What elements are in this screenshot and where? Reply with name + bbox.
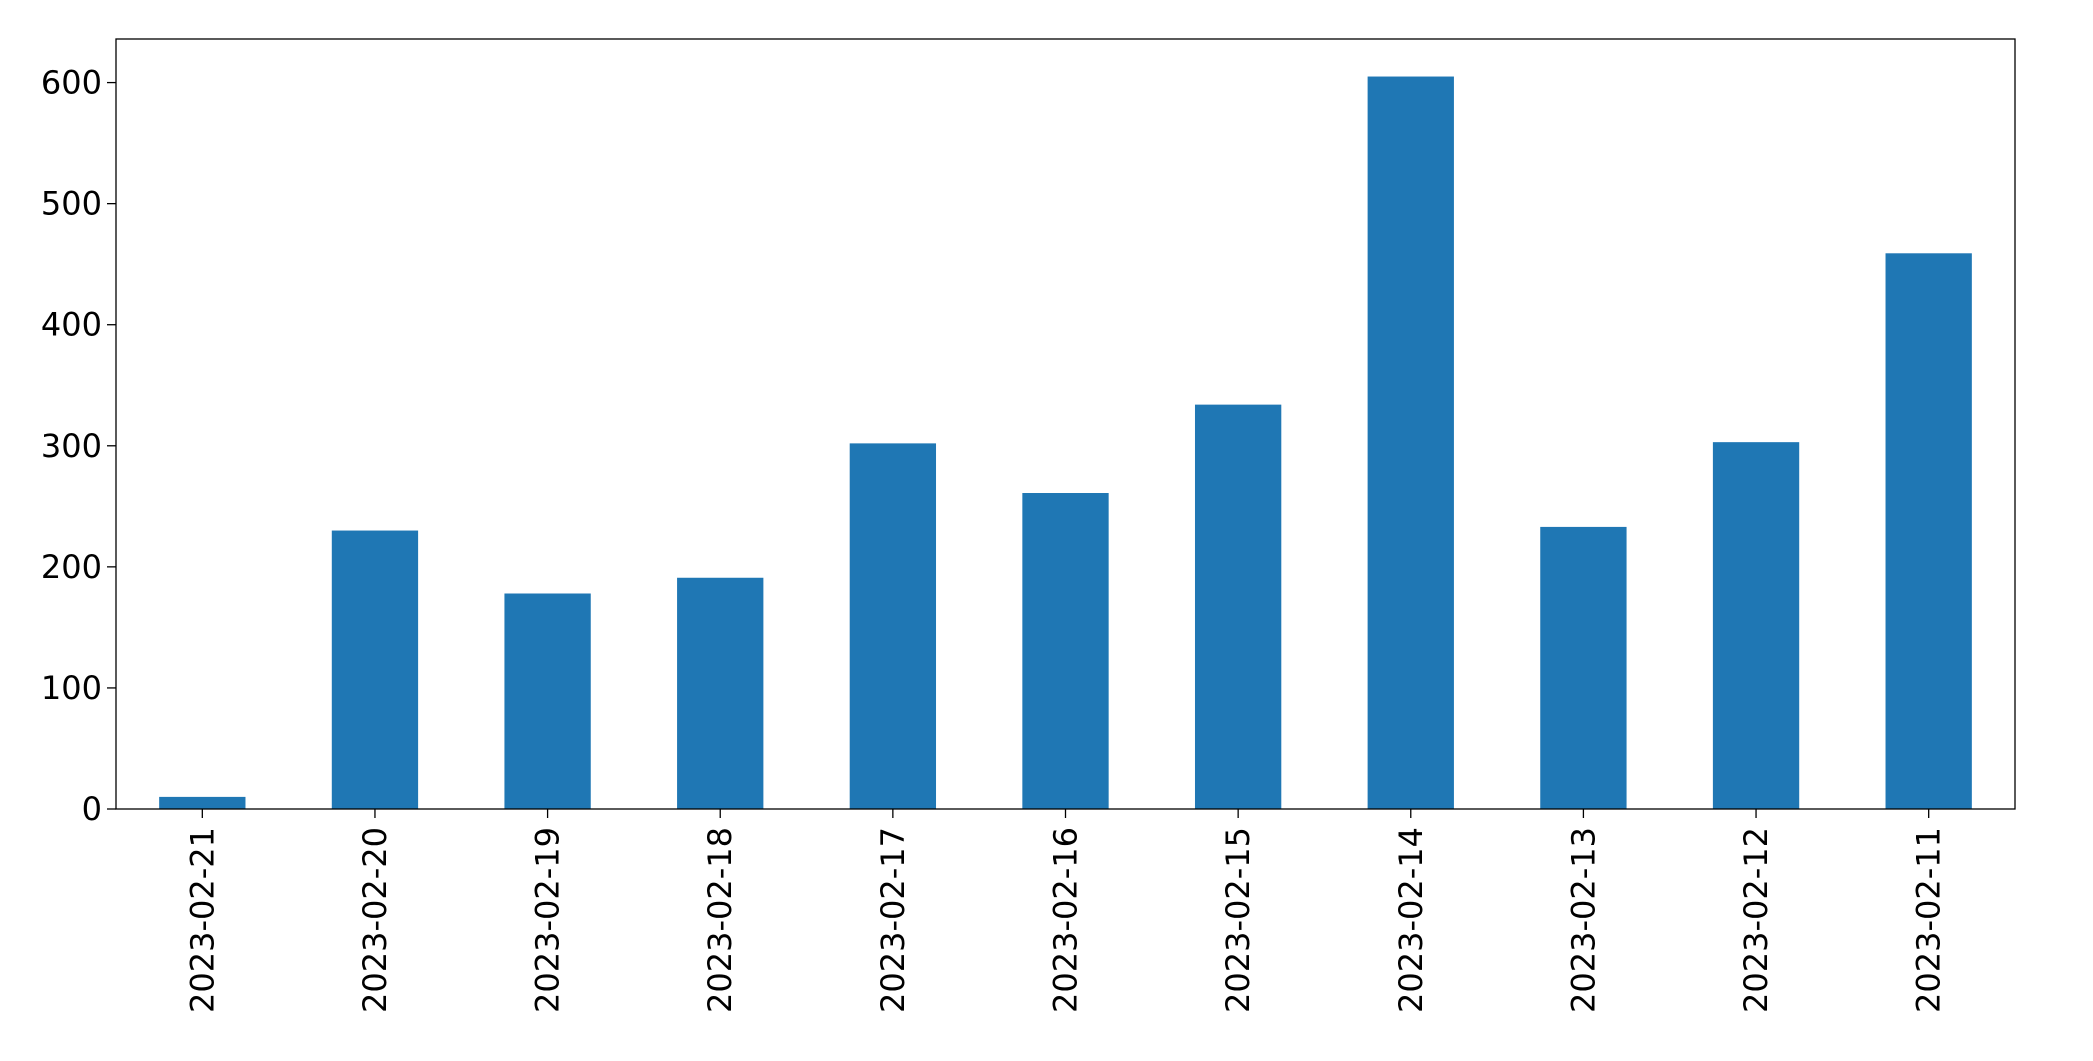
x-tick-label: 2023-02-15 — [1219, 827, 1257, 1013]
x-tick-label: 2023-02-14 — [1392, 827, 1430, 1013]
bar — [1367, 76, 1454, 810]
x-tick-label: 2023-02-16 — [1047, 827, 1085, 1013]
bar — [1540, 526, 1627, 809]
y-tick-label: 200 — [41, 548, 102, 586]
x-tick-label: 2023-02-11 — [1910, 827, 1948, 1013]
y-tick-label: 600 — [41, 64, 102, 102]
bar — [849, 443, 937, 809]
y-tick-label: 400 — [41, 306, 102, 344]
x-tick-label: 2023-02-17 — [874, 827, 912, 1013]
y-tick-label: 500 — [41, 185, 102, 223]
bar — [1022, 493, 1109, 809]
bar — [331, 530, 419, 809]
x-tick-label: 2023-02-21 — [183, 827, 221, 1013]
x-tick-label: 2023-02-20 — [356, 827, 394, 1013]
x-tick-label: 2023-02-18 — [701, 827, 739, 1013]
y-tick-label: 0 — [82, 790, 102, 828]
bar — [1712, 442, 1800, 809]
bar — [1194, 404, 1282, 809]
bar — [159, 796, 246, 809]
x-tick-label: 2023-02-13 — [1564, 827, 1602, 1013]
x-tick-label: 2023-02-12 — [1737, 827, 1775, 1013]
x-tick-label: 2023-02-19 — [529, 827, 567, 1013]
plot-frame — [115, 38, 2016, 810]
bar — [677, 577, 764, 809]
bar — [1885, 253, 1972, 809]
y-tick-label: 100 — [41, 669, 102, 707]
y-tick-label: 300 — [41, 427, 102, 465]
bar — [504, 593, 591, 809]
